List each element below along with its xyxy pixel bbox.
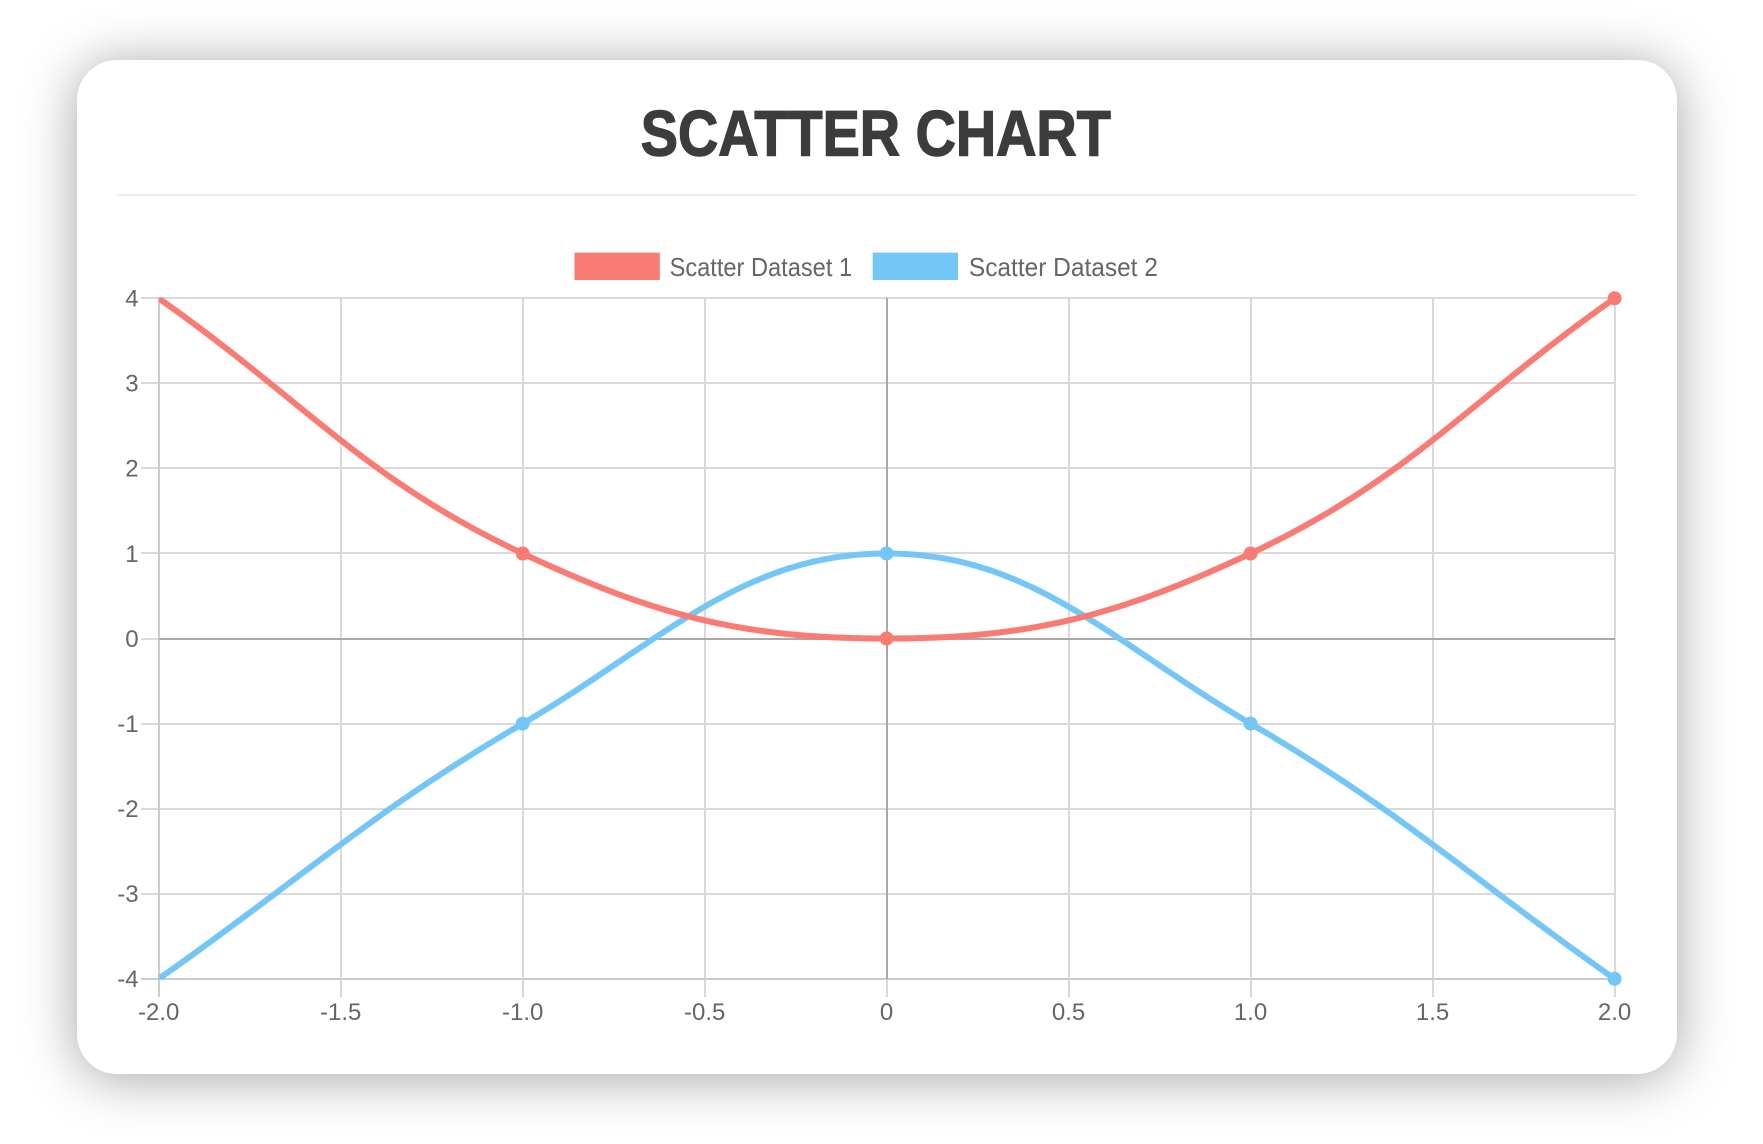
svg-text:1.0: 1.0 [1234,999,1267,1026]
svg-text:-1: -1 [117,711,138,738]
svg-text:-4: -4 [117,966,138,993]
svg-text:4: 4 [125,286,138,313]
svg-text:2.0: 2.0 [1598,999,1631,1026]
svg-text:0: 0 [125,626,138,653]
svg-text:1.5: 1.5 [1416,999,1449,1026]
svg-text:-2.0: -2.0 [138,999,179,1026]
svg-text:SCATTER CHART: SCATTER CHART [641,98,1111,170]
svg-text:0: 0 [880,999,893,1026]
svg-text:-1.5: -1.5 [320,999,361,1026]
svg-text:-3: -3 [117,881,138,908]
svg-text:1: 1 [125,541,138,568]
svg-text:Scatter Dataset 1: Scatter Dataset 1 [670,252,853,282]
svg-text:-2: -2 [117,796,138,823]
svg-text:0.5: 0.5 [1052,999,1085,1026]
svg-text:Scatter Dataset 2: Scatter Dataset 2 [969,252,1158,282]
svg-text:-0.5: -0.5 [684,999,725,1026]
svg-text:-1.0: -1.0 [502,999,543,1026]
svg-text:2: 2 [125,456,138,483]
svg-text:3: 3 [125,371,138,398]
